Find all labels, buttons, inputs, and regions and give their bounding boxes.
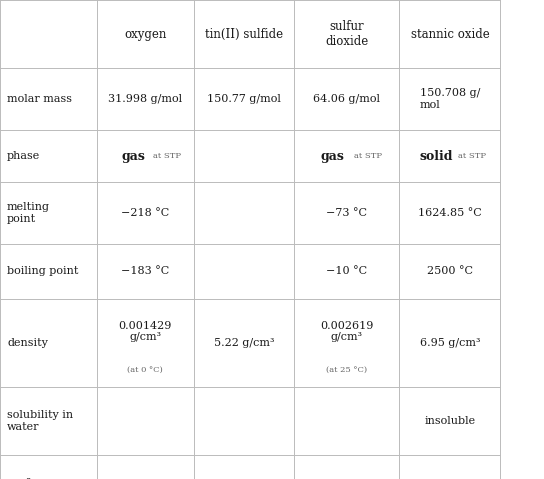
Text: 1624.85 °C: 1624.85 °C	[418, 208, 482, 218]
Text: tin(II) sulfide: tin(II) sulfide	[205, 27, 283, 41]
Text: 150.77 g/mol: 150.77 g/mol	[207, 94, 281, 104]
Text: (at 0 °C): (at 0 °C)	[127, 365, 163, 374]
Text: −218 °C: −218 °C	[121, 208, 169, 218]
Text: −73 °C: −73 °C	[326, 208, 367, 218]
Text: oxygen: oxygen	[124, 27, 166, 41]
Text: 5.22 g/cm³: 5.22 g/cm³	[214, 338, 274, 348]
Text: solid: solid	[420, 149, 454, 162]
Text: 0.001429
g/cm³: 0.001429 g/cm³	[119, 321, 172, 342]
Text: gas: gas	[122, 149, 146, 162]
Text: 0.002619
g/cm³: 0.002619 g/cm³	[320, 321, 374, 342]
Text: 64.06 g/mol: 64.06 g/mol	[313, 94, 380, 104]
Text: stannic oxide: stannic oxide	[411, 27, 489, 41]
Text: solubility in
water: solubility in water	[7, 410, 73, 432]
Text: boiling point: boiling point	[7, 266, 78, 276]
Text: at STP: at STP	[458, 152, 486, 160]
Text: 6.95 g/cm³: 6.95 g/cm³	[419, 338, 480, 348]
Text: (at 25 °C): (at 25 °C)	[326, 365, 367, 374]
Text: 150.708 g/
mol: 150.708 g/ mol	[420, 88, 480, 110]
Text: phase: phase	[7, 151, 40, 161]
Text: molar mass: molar mass	[7, 94, 72, 104]
Text: at STP: at STP	[354, 152, 382, 160]
Text: surface
tension: surface tension	[7, 478, 49, 479]
Text: sulfur
dioxide: sulfur dioxide	[325, 20, 368, 48]
Text: melting
point: melting point	[7, 202, 50, 224]
Text: −10 °C: −10 °C	[326, 266, 367, 276]
Text: insoluble: insoluble	[424, 416, 475, 426]
Text: 2500 °C: 2500 °C	[427, 266, 473, 276]
Text: −183 °C: −183 °C	[121, 266, 169, 276]
Text: density: density	[7, 338, 48, 348]
Text: gas: gas	[320, 149, 344, 162]
Text: 31.998 g/mol: 31.998 g/mol	[108, 94, 182, 104]
Text: at STP: at STP	[152, 152, 181, 160]
